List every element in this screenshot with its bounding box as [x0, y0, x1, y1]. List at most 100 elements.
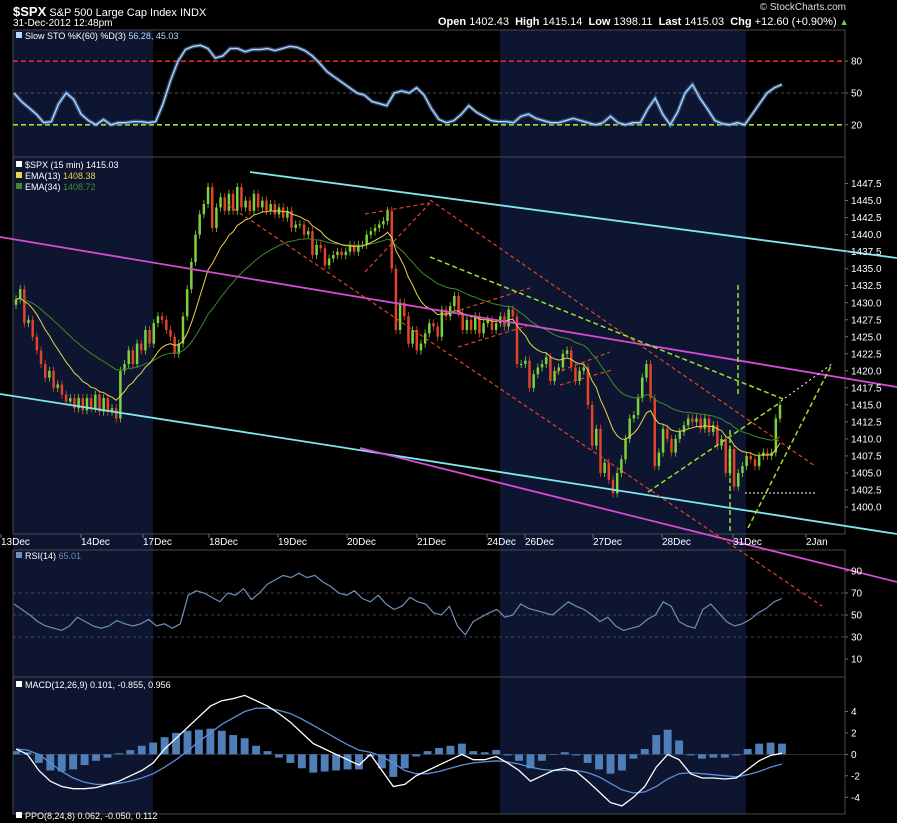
candle-body — [453, 295, 456, 307]
ema13-legend-label: EMA(13) — [25, 171, 61, 181]
low-value: 1398.11 — [613, 16, 653, 28]
green-lower-wedge — [747, 363, 833, 529]
candle-body — [210, 187, 214, 228]
candle-body — [202, 204, 206, 215]
macd-hist-bar — [126, 750, 135, 755]
candle-body — [244, 200, 247, 208]
candle-body — [674, 438, 677, 453]
candle-body — [699, 418, 702, 429]
candle-body — [18, 289, 22, 300]
candle-body — [599, 428, 602, 473]
candle-body — [611, 479, 615, 494]
channel-lower-red — [227, 204, 823, 607]
upper-magenta-trendline — [0, 236, 897, 388]
candle-body — [757, 455, 761, 467]
candle-body — [595, 428, 598, 446]
candle-body — [528, 360, 531, 388]
candle-body — [741, 466, 744, 473]
candle-body — [119, 370, 122, 419]
candle-body — [298, 224, 302, 226]
candle-body — [411, 329, 414, 344]
macd-hist-bar — [640, 749, 649, 755]
up-arrow-icon: ▲ — [839, 17, 849, 27]
candle-body — [77, 398, 80, 409]
macd-hist-bar — [13, 751, 20, 755]
candle-body — [686, 418, 690, 426]
candle-body — [565, 350, 569, 354]
macd-hist-bar — [515, 754, 523, 761]
candle-body — [319, 244, 323, 249]
macd-panel — [13, 694, 845, 807]
price-tick-label: 1430.0 — [851, 298, 882, 309]
candle-body — [69, 398, 72, 402]
candle-body — [682, 425, 686, 433]
macd-hist-bar — [766, 742, 775, 755]
symbol-name: S&P 500 Large Cap Index — [49, 7, 177, 19]
candle-body — [273, 204, 277, 215]
macd-hist-bar — [412, 754, 421, 757]
price-legend-label: $SPX (15 min) — [25, 160, 84, 170]
red-wedge-2 — [459, 287, 531, 311]
candle-body — [586, 367, 590, 405]
ema34-legend-value: 1408.72 — [61, 182, 96, 192]
ppo-legend-label: PPO(8,24,8) — [25, 811, 75, 821]
macd-hist-bar — [400, 754, 409, 769]
macd-hist-bar — [114, 753, 123, 755]
macd-hist-bar — [526, 754, 535, 769]
x-tick-label: 24Dec — [487, 537, 516, 548]
panel-frames — [12, 29, 846, 815]
x-tick-label: 20Dec — [347, 537, 376, 548]
price-tick-label: 1405.0 — [851, 468, 882, 479]
open-label: Open — [438, 16, 467, 28]
candle-body — [131, 350, 135, 365]
candle-body — [615, 472, 619, 494]
macd-hist-bar — [137, 745, 146, 755]
candle-body — [323, 248, 327, 266]
price-tick-label: 1402.5 — [851, 485, 882, 496]
candle-body — [223, 197, 226, 211]
ema34-line — [15, 238, 781, 441]
symbol: $SPX — [13, 4, 47, 19]
macd-tick-label: 2 — [851, 728, 857, 739]
macd-hist-bar — [629, 754, 638, 759]
candle-body — [574, 367, 577, 382]
macd-hist-bar — [286, 754, 295, 763]
macd-hist-bar — [343, 754, 352, 770]
candle-body — [695, 418, 698, 422]
candle-body — [269, 204, 272, 211]
session-band-0 — [13, 30, 153, 814]
macd-hist-bar — [675, 740, 684, 755]
macd-hist-bar — [160, 737, 169, 755]
candle-body — [348, 244, 352, 252]
x-tick-label: 13Dec — [1, 537, 30, 548]
candle-body — [311, 231, 314, 256]
ema13-line — [15, 210, 781, 456]
macd-signal-line — [15, 707, 783, 794]
candle-body — [248, 200, 252, 211]
sto-legend-label: Slow STO %K(60) %D(3) — [25, 31, 126, 41]
candle-body — [536, 367, 540, 375]
candle-body — [344, 251, 348, 256]
candle-body — [31, 319, 34, 337]
price-tick-label: 1422.5 — [851, 349, 882, 360]
candle-body — [737, 472, 740, 487]
candle-body — [561, 353, 565, 368]
price-tick-label: 1417.5 — [851, 383, 882, 394]
macd-hist-bar — [206, 728, 215, 755]
candle-body — [152, 323, 156, 344]
red-wedge-1 — [364, 202, 431, 273]
macd-hist-bar — [69, 754, 78, 770]
candle-body — [519, 364, 523, 366]
candle-body — [336, 251, 339, 256]
candle-body — [252, 193, 256, 211]
macd-hist-bar — [320, 754, 329, 772]
macd-hist-bar — [355, 754, 363, 770]
candle-body — [407, 316, 410, 344]
candle-body — [290, 210, 293, 228]
candle-body — [382, 221, 385, 225]
candle-body — [636, 398, 640, 416]
candle-body — [48, 370, 51, 378]
candle-body — [457, 295, 460, 313]
macd-hist-bar — [297, 754, 306, 769]
